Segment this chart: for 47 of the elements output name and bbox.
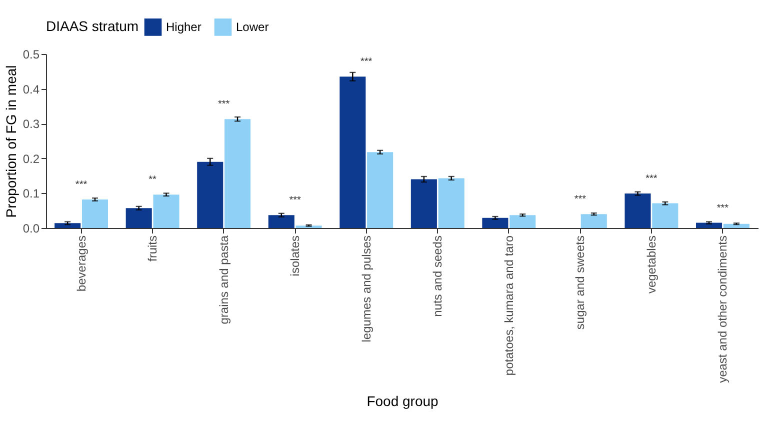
bar: [723, 224, 750, 228]
bar: [197, 162, 224, 228]
bar: [580, 214, 607, 228]
bar: [438, 178, 464, 228]
legend-title: DIAAS stratum: [46, 18, 139, 34]
bar: [696, 222, 722, 228]
bar: [268, 215, 294, 228]
bar: [510, 215, 536, 228]
annotation: ***: [218, 99, 230, 110]
bar: [82, 199, 108, 228]
annotation: ***: [289, 195, 302, 206]
legend-label: Lower: [236, 20, 269, 34]
x-tick-label: nuts and seeds: [430, 236, 445, 317]
bar: [652, 203, 678, 228]
bar: [153, 194, 180, 228]
annotation: ***: [75, 179, 88, 190]
y-tick-label: 0.2: [22, 152, 40, 166]
y-tick-label: 0.4: [22, 82, 40, 96]
legend-label: Higher: [166, 20, 202, 34]
x-tick-label: isolates: [288, 236, 302, 276]
x-tick-label: beverages: [74, 236, 88, 292]
y-axis-title: Proportion of FG in meal: [2, 65, 19, 218]
bar: [54, 223, 81, 228]
annotation: ***: [646, 174, 658, 185]
x-tick-label: vegetables: [644, 236, 658, 294]
bar: [367, 152, 394, 228]
bar: [624, 194, 651, 228]
y-tick-label: 0.3: [22, 117, 40, 132]
bar: [482, 218, 508, 228]
annotation: ***: [360, 56, 372, 68]
annotation: ***: [574, 194, 586, 206]
bar: [410, 179, 437, 228]
x-axis-title: Food group: [366, 392, 439, 409]
bar: [340, 76, 366, 228]
y-tick-label: 0.1: [22, 186, 40, 201]
annotation: **: [148, 174, 157, 186]
bar: [224, 119, 251, 228]
y-tick-label: 0.0: [22, 222, 40, 236]
bar: [126, 208, 152, 228]
y-tick-label: 0.5: [22, 48, 40, 62]
x-tick-label: fruits: [146, 236, 160, 262]
x-tick-label: legumes and pulses: [359, 236, 374, 342]
x-tick-label: sugar and sweets: [573, 236, 588, 330]
x-tick-label: potatoes, kumara and taro: [502, 235, 516, 376]
x-tick-label: yeast and other condiments: [716, 236, 730, 383]
x-tick-label: grains and pasta: [216, 235, 231, 324]
annotation: ***: [716, 202, 729, 214]
